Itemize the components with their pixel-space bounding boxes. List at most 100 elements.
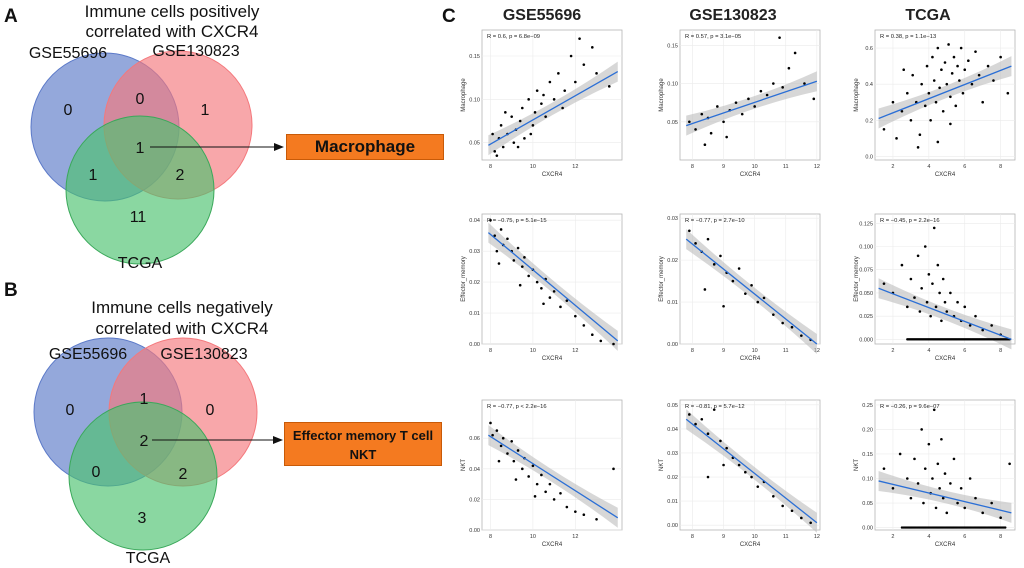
data-point	[800, 334, 803, 337]
data-point	[542, 302, 545, 306]
data-point	[510, 439, 513, 443]
x-tick-label: 8	[489, 534, 492, 540]
y-tick-label: 0.02	[469, 280, 480, 286]
data-point	[493, 234, 497, 237]
data-point	[781, 86, 784, 89]
x-axis-label: CXCR4	[935, 172, 956, 178]
data-point	[510, 115, 513, 118]
data-point	[574, 314, 577, 318]
data-point	[548, 482, 552, 486]
data-point	[918, 133, 922, 137]
data-point	[918, 310, 922, 313]
data-point	[753, 105, 756, 108]
x-tick-label: 4	[927, 534, 930, 540]
data-point	[694, 128, 697, 131]
data-point	[712, 408, 716, 411]
data-point	[540, 286, 543, 290]
venn-a-count-r13: 1	[89, 167, 98, 184]
data-point	[514, 478, 518, 481]
data-point	[809, 521, 812, 525]
data-point	[512, 459, 516, 463]
venn-a-count-r23: 2	[176, 167, 185, 184]
data-point	[931, 477, 934, 480]
y-axis-label: Macrophage	[854, 78, 860, 112]
data-point	[981, 511, 984, 515]
x-tick-label: 10	[530, 534, 536, 540]
data-point	[521, 106, 524, 110]
data-point	[535, 89, 539, 92]
data-point	[958, 79, 961, 82]
scatter-plot-gse55696-nkt: 8 10 12 0.00 0.02 0.04 0.06 R = −0.77, p < 2.2e…	[461, 399, 623, 548]
venn-b-count-r23: 2	[179, 466, 188, 483]
x-tick-label: 8	[691, 348, 694, 354]
data-point	[756, 300, 760, 304]
data-point	[938, 487, 941, 490]
data-point	[518, 119, 522, 123]
data-point	[906, 91, 909, 95]
data-point	[516, 449, 520, 452]
y-tick-label: 0.00	[862, 526, 873, 532]
stat-label: R = 0.38, p = 1.1e−13	[880, 34, 936, 40]
x-tick-label: 12	[814, 534, 820, 540]
data-point	[986, 64, 990, 68]
y-tick-label: 0.02	[469, 497, 480, 503]
data-point	[936, 462, 940, 466]
data-point	[563, 89, 567, 92]
data-point	[700, 417, 704, 421]
data-point	[916, 146, 920, 149]
data-point	[882, 467, 886, 470]
data-point	[923, 467, 927, 470]
x-tick-label: 10	[752, 534, 758, 540]
data-point	[531, 464, 535, 468]
data-point	[920, 428, 923, 431]
x-axis-label: CXCR4	[740, 172, 761, 178]
venn-a-count-only-2: 1	[201, 102, 210, 119]
data-point	[925, 64, 929, 68]
x-axis-label: CXCR4	[935, 356, 956, 362]
data-point	[499, 444, 503, 448]
venn-b-count-only-1: 0	[66, 402, 75, 419]
data-point	[612, 467, 615, 471]
data-point	[936, 263, 940, 267]
x-axis-label: CXCR4	[740, 356, 761, 362]
data-point	[970, 82, 974, 86]
data-point	[521, 467, 524, 471]
data-point	[916, 482, 920, 485]
data-point	[694, 422, 697, 426]
data-point	[759, 89, 763, 93]
data-point	[941, 496, 945, 500]
data-point	[750, 475, 753, 479]
data-point	[913, 457, 916, 461]
data-point	[527, 98, 530, 101]
y-tick-label: 0.04	[667, 427, 678, 433]
x-tick-label: 8	[691, 534, 694, 540]
data-point	[913, 296, 916, 299]
x-tick-label: 6	[963, 348, 966, 354]
data-point	[927, 442, 931, 446]
data-point	[591, 46, 594, 49]
data-point	[974, 496, 977, 500]
regression-line	[685, 238, 818, 345]
data-point	[909, 496, 913, 500]
venn-b-count-r13: 0	[92, 464, 101, 481]
data-point	[950, 72, 954, 75]
data-point	[800, 516, 803, 520]
data-point	[535, 280, 539, 284]
data-point	[949, 95, 952, 99]
data-point	[900, 109, 904, 113]
venn-b-count-r12: 1	[140, 391, 149, 408]
stat-label: R = −0.26, p = 9.6e−07	[880, 404, 940, 410]
data-point	[781, 504, 784, 508]
data-point	[882, 128, 886, 131]
scatter-plot-tcga-nkt: 2 4 6 8 0.00 0.05 0.10 0.15 0.20 0.25 R = −0.26, p…	[854, 399, 1016, 548]
y-tick-label: 0.0	[865, 154, 873, 160]
y-tick-label: 0.01	[469, 311, 480, 317]
data-point	[929, 118, 932, 122]
data-point	[943, 61, 947, 64]
x-tick-label: 8	[999, 164, 1002, 170]
y-tick-label: 0.00	[667, 342, 678, 348]
data-point	[891, 100, 895, 104]
data-point	[744, 470, 747, 474]
x-tick-label: 11	[783, 164, 789, 170]
data-point	[945, 82, 949, 86]
